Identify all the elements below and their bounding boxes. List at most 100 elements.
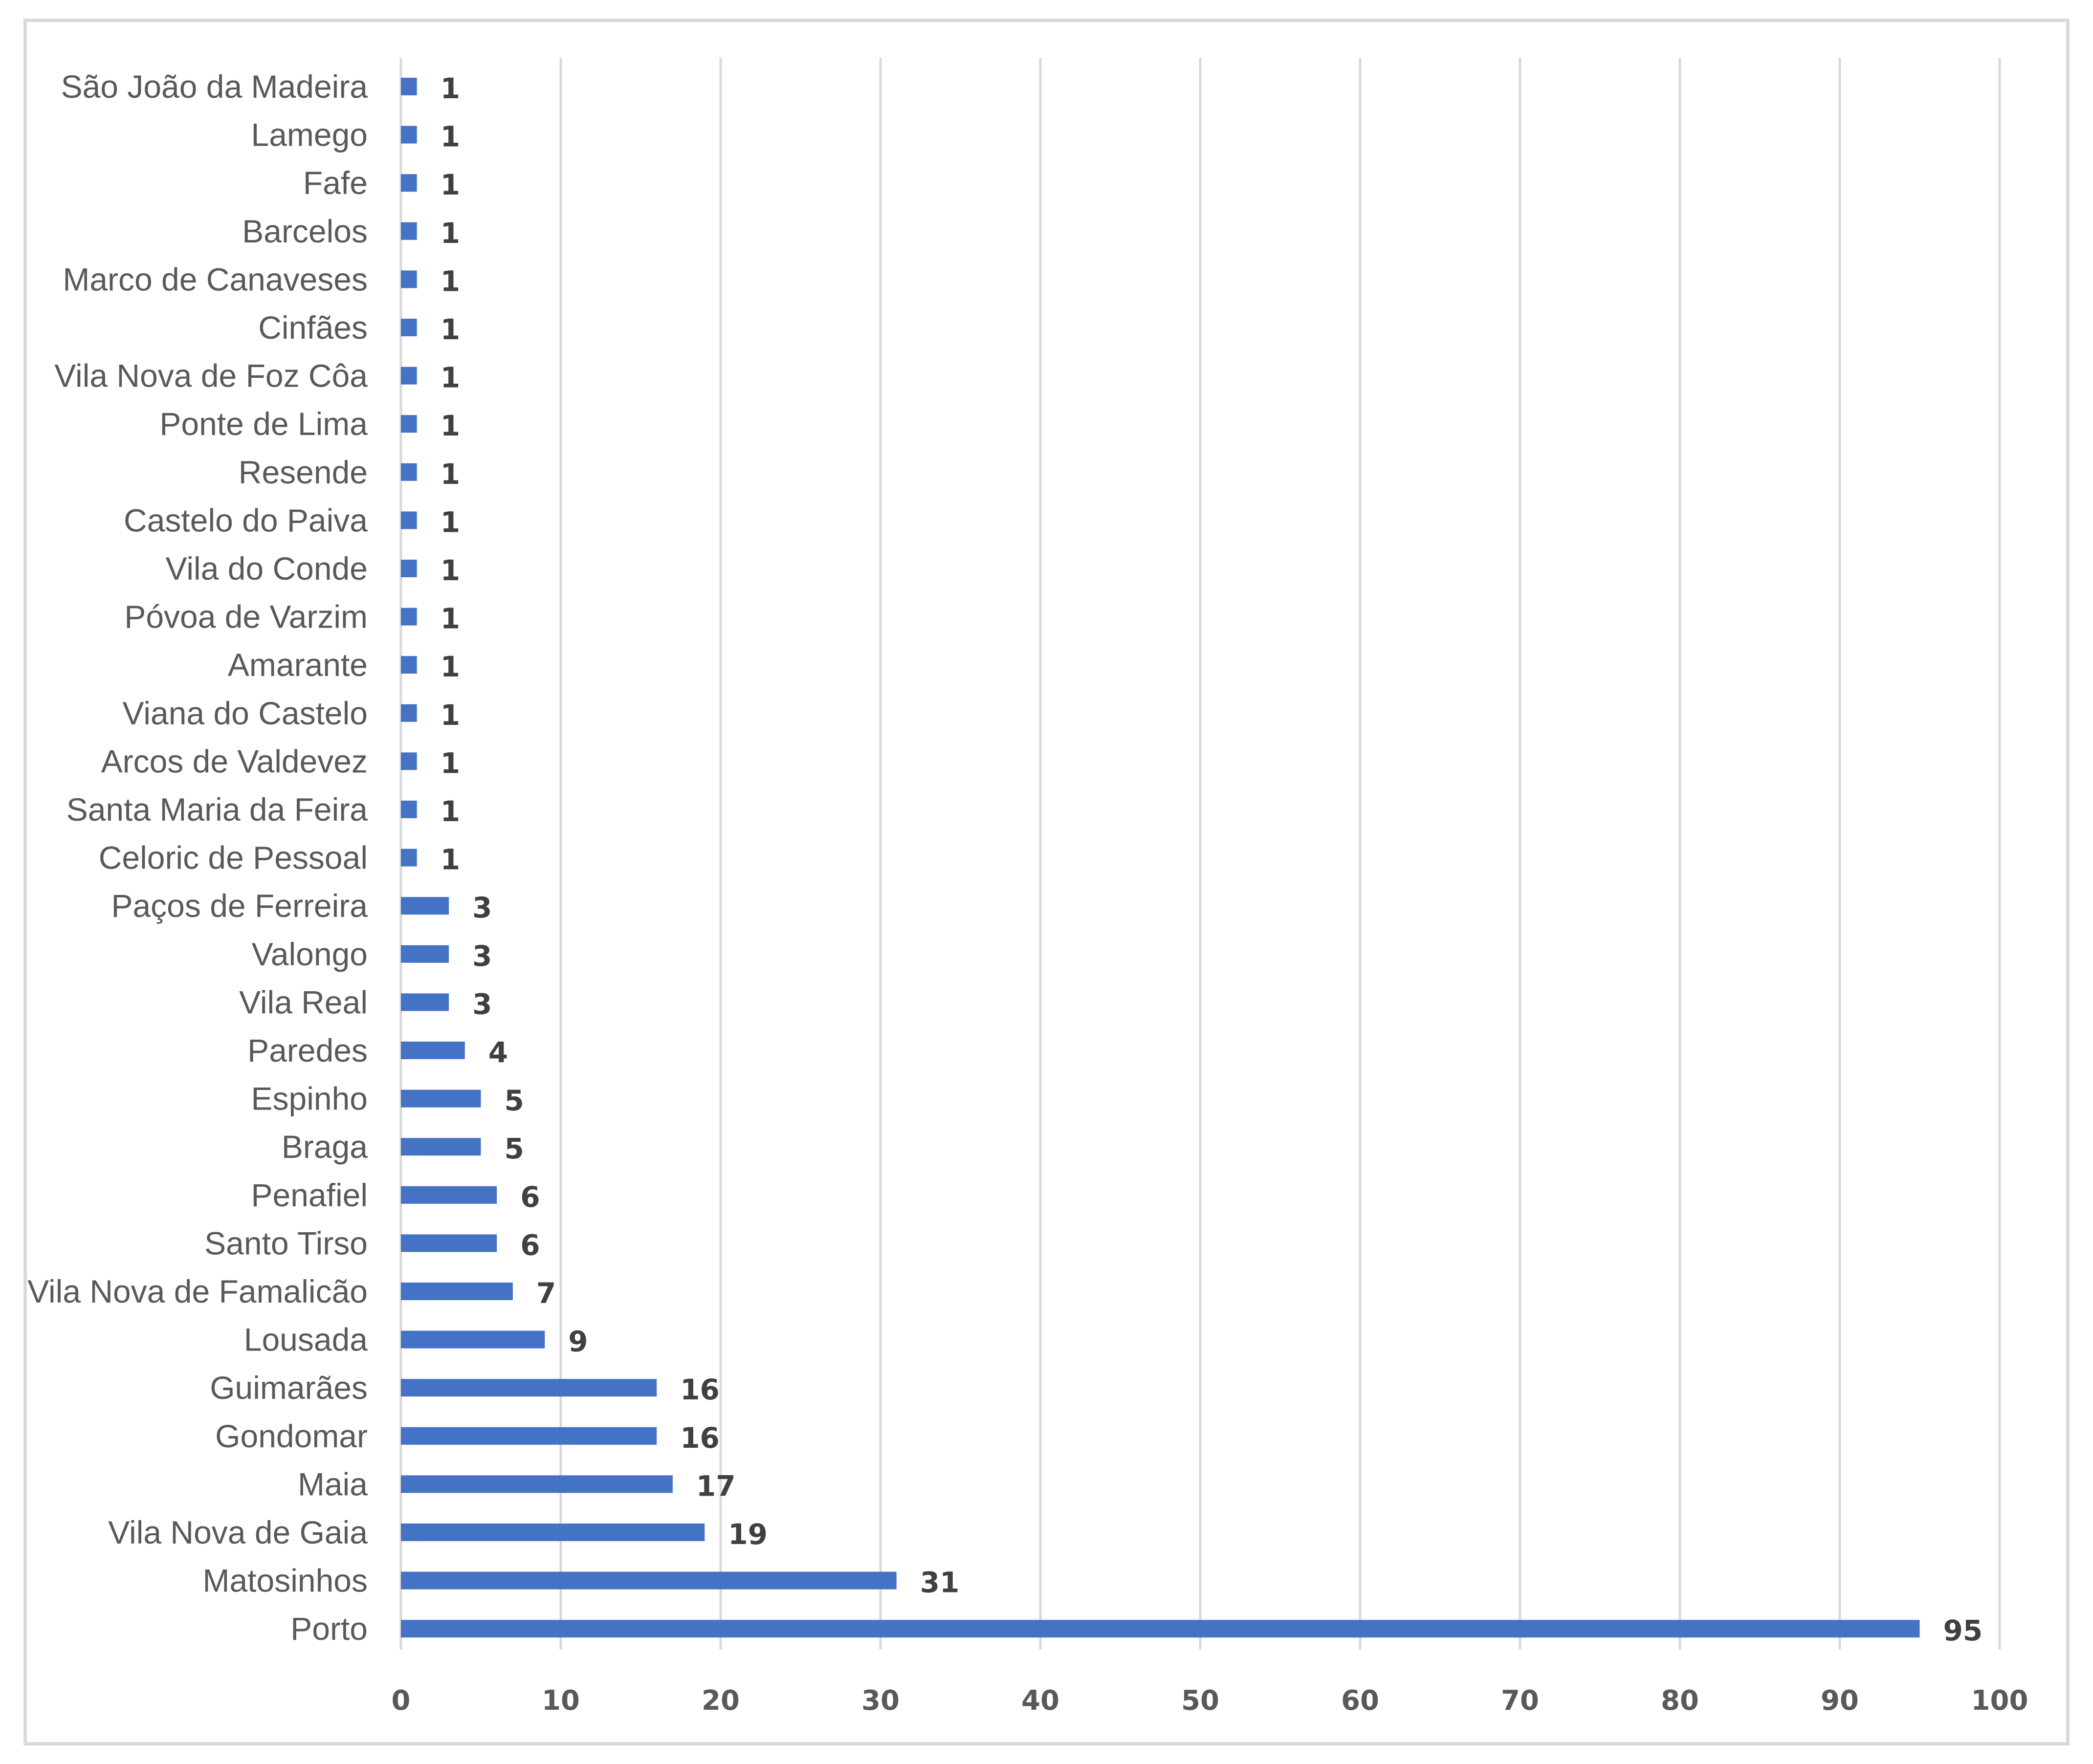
bar [401, 1427, 657, 1445]
bar [401, 174, 417, 192]
category-label: Arcos de Valdevez [101, 743, 368, 779]
x-tick-label: 10 [542, 1685, 580, 1717]
bar [401, 270, 417, 288]
bar [401, 656, 417, 674]
category-label: Porto [290, 1611, 368, 1647]
bar [401, 1475, 673, 1493]
bar [401, 415, 417, 433]
category-label: Celoric de Pessoal [99, 840, 368, 876]
bar [401, 1234, 497, 1252]
bar [401, 1186, 497, 1204]
bar [401, 945, 449, 963]
bar [401, 1571, 897, 1590]
data-label: 19 [728, 1518, 768, 1551]
category-label: Marco de Canaveses [63, 261, 368, 297]
data-label: 17 [696, 1469, 736, 1503]
bar [401, 1283, 513, 1300]
bar [401, 560, 417, 577]
category-label: Vila Real [239, 984, 368, 1020]
x-tick-label: 20 [702, 1685, 740, 1717]
data-label: 16 [680, 1373, 720, 1406]
category-label: Guimarães [210, 1370, 368, 1406]
category-label: Vila Nova de Gaia [108, 1514, 368, 1550]
x-tick-label: 0 [392, 1685, 411, 1717]
bar [401, 608, 417, 626]
data-label: 6 [520, 1228, 540, 1262]
bars [401, 78, 1920, 1638]
category-label: Vila do Conde [166, 550, 368, 587]
bar [401, 1620, 1920, 1638]
x-tick-label: 80 [1661, 1685, 1699, 1717]
data-label: 1 [441, 168, 460, 201]
category-label: Póvoa de Varzim [124, 599, 368, 635]
data-label: 1 [441, 120, 460, 153]
category-label: São João da Madeira [61, 68, 368, 105]
data-label: 3 [472, 891, 492, 924]
bar [401, 511, 417, 529]
data-label: 1 [441, 698, 460, 732]
bar [401, 1330, 545, 1349]
bar [401, 126, 417, 144]
data-label: 1 [441, 602, 460, 635]
bar [401, 1042, 465, 1059]
data-label: 1 [441, 457, 460, 491]
data-label: 1 [441, 217, 460, 250]
chart-frame [23, 19, 2070, 1745]
category-label: Cinfães [258, 309, 368, 346]
bar [401, 801, 417, 818]
x-tick-label: 40 [1021, 1685, 1059, 1717]
category-label: Resende [239, 454, 368, 490]
category-label: Gondomar [215, 1418, 368, 1454]
bar [401, 752, 417, 770]
data-label: 1 [441, 795, 460, 828]
bar [401, 367, 417, 385]
category-label: Paços de Ferreira [111, 888, 368, 924]
data-label: 9 [568, 1325, 588, 1358]
x-tick-label: 60 [1341, 1685, 1379, 1717]
data-label: 31 [920, 1566, 960, 1599]
data-label: 5 [505, 1084, 524, 1117]
category-label: Santa Maria da Feira [66, 791, 368, 828]
data-label: 1 [441, 72, 460, 105]
data-label: 1 [441, 264, 460, 298]
category-label: Lousada [244, 1322, 368, 1358]
data-label: 1 [441, 746, 460, 780]
x-tick-label: 50 [1181, 1685, 1219, 1717]
data-label: 1 [441, 843, 460, 876]
category-label: Castelo do Paiva [124, 502, 368, 538]
bar [401, 319, 417, 336]
bar [401, 897, 449, 915]
bar [401, 1379, 657, 1397]
category-label: Vila Nova de Famalicão [27, 1273, 368, 1309]
x-tick-label: 100 [1971, 1685, 2028, 1717]
category-label: Vila Nova de Foz Côa [54, 358, 368, 394]
data-label: 1 [441, 313, 460, 346]
data-label: 3 [472, 987, 492, 1021]
x-tick-label: 30 [861, 1685, 900, 1717]
x-tick-label: 70 [1501, 1685, 1539, 1717]
bar [401, 1089, 481, 1108]
bar [401, 463, 417, 481]
category-label: Valongo [252, 936, 368, 972]
category-label: Fafe [303, 165, 368, 201]
data-label: 1 [441, 505, 460, 539]
data-label: 1 [441, 554, 460, 587]
data-label: 1 [441, 650, 460, 683]
category-label: Lamego [251, 117, 368, 153]
data-label: 16 [680, 1421, 720, 1455]
bar [401, 993, 449, 1011]
bar [401, 704, 417, 722]
category-label: Penafiel [251, 1177, 368, 1213]
gridlines [399, 58, 2001, 1650]
category-label: Paredes [247, 1032, 368, 1068]
category-label: Maia [298, 1466, 368, 1502]
category-label: Viana do Castelo [123, 695, 368, 731]
data-label: 5 [505, 1132, 524, 1165]
labels: 0 10 20 30 40 50 60 70 80 90 100 São João da Madeir… [27, 68, 2028, 1717]
bar [401, 1524, 705, 1541]
category-label: Matosinhos [202, 1563, 368, 1599]
data-label: 6 [520, 1180, 540, 1214]
category-label: Braga [282, 1129, 368, 1165]
category-label: Barcelos [242, 213, 368, 249]
